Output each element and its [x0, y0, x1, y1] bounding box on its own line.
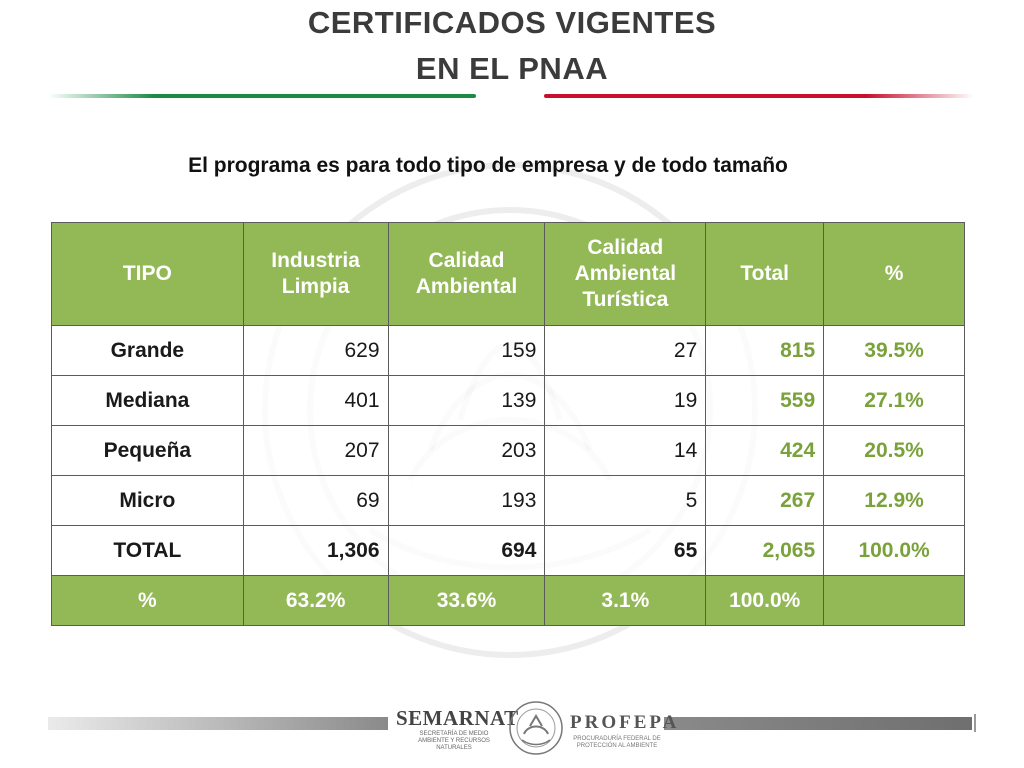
cell-total: 424 — [705, 425, 825, 476]
cell-calidad: 193 — [387, 475, 546, 526]
cell-total: 2,065 — [705, 525, 825, 576]
header-calidad-ambiental-turistica: Calidad Ambiental Turística — [544, 222, 707, 326]
header-tipo: TIPO — [51, 222, 244, 326]
cell-calidad: 159 — [387, 325, 546, 376]
footer-bar-right — [664, 717, 972, 730]
cell-total: 559 — [705, 375, 825, 426]
table-total-row: TOTAL 1,306 694 65 2,065 100.0% — [51, 525, 965, 576]
cell-pct: 100.0% — [823, 525, 965, 576]
cell-turistica: 19 — [544, 375, 707, 426]
cell-calidad: 139 — [387, 375, 546, 426]
red-divider — [544, 94, 974, 98]
cell-total: 815 — [705, 325, 825, 376]
cell-industria: 63.2% — [242, 575, 389, 626]
cell-tipo: Micro — [51, 475, 244, 526]
cell-turistica: 5 — [544, 475, 707, 526]
cell-total: 100.0% — [705, 575, 825, 626]
page-title-line-1: CERTIFICADOS VIGENTES — [307, 5, 717, 40]
table-row: Grande 629 159 27 815 39.5% — [51, 325, 965, 376]
cell-calidad: 203 — [387, 425, 546, 476]
cell-turistica: 14 — [544, 425, 707, 476]
table-header-row: TIPO Industria Limpia Calidad Ambiental … — [51, 222, 965, 326]
cell-turistica: 27 — [544, 325, 707, 376]
cell-pct: 27.1% — [823, 375, 965, 426]
mexico-seal-icon — [509, 701, 563, 755]
footer-bar-left — [48, 717, 388, 730]
table-row: Micro 69 193 5 267 12.9% — [51, 475, 965, 526]
cell-tipo: TOTAL — [51, 525, 244, 576]
cell-tipo: % — [51, 575, 244, 626]
header-industria-limpia: Industria Limpia — [242, 222, 389, 326]
cell-industria: 1,306 — [242, 525, 389, 576]
cell-total: 267 — [705, 475, 825, 526]
subtitle: El programa es para todo tipo de empresa… — [188, 154, 788, 177]
cell-industria: 629 — [242, 325, 389, 376]
header-percent: % — [823, 222, 965, 326]
cell-calidad: 33.6% — [387, 575, 546, 626]
cell-pct — [823, 575, 965, 626]
cell-tipo: Grande — [51, 325, 244, 376]
semarnat-logo: SEMARNAT — [396, 706, 519, 730]
cell-turistica: 65 — [544, 525, 707, 576]
table-row: Mediana 401 139 19 559 27.1% — [51, 375, 965, 426]
table-row: Pequeña 207 203 14 424 20.5% — [51, 425, 965, 476]
semarnat-logo-subtitle: SECRETARÍA DE MEDIO AMBIENTE Y RECURSOS … — [418, 731, 490, 751]
cell-pct: 12.9% — [823, 475, 965, 526]
profepa-logo: PROFEPA — [570, 712, 680, 733]
page-title-line-2: EN EL PNAA — [415, 51, 609, 86]
header-calidad-ambiental: Calidad Ambiental — [387, 222, 546, 326]
footer-divider — [974, 714, 976, 732]
cell-industria: 69 — [242, 475, 389, 526]
profepa-logo-subtitle: PROCURADURÍA FEDERAL DE PROTECCIÓN AL AM… — [573, 736, 661, 749]
cell-industria: 207 — [242, 425, 389, 476]
cell-tipo: Pequeña — [51, 425, 244, 476]
cell-tipo: Mediana — [51, 375, 244, 426]
cell-pct: 20.5% — [823, 425, 965, 476]
header-total: Total — [705, 222, 825, 326]
cell-industria: 401 — [242, 375, 389, 426]
cell-turistica: 3.1% — [544, 575, 707, 626]
green-divider — [48, 94, 476, 98]
cell-pct: 39.5% — [823, 325, 965, 376]
certificates-table: TIPO Industria Limpia Calidad Ambiental … — [51, 222, 965, 626]
table-percent-row: % 63.2% 33.6% 3.1% 100.0% — [51, 575, 965, 626]
cell-calidad: 694 — [387, 525, 546, 576]
